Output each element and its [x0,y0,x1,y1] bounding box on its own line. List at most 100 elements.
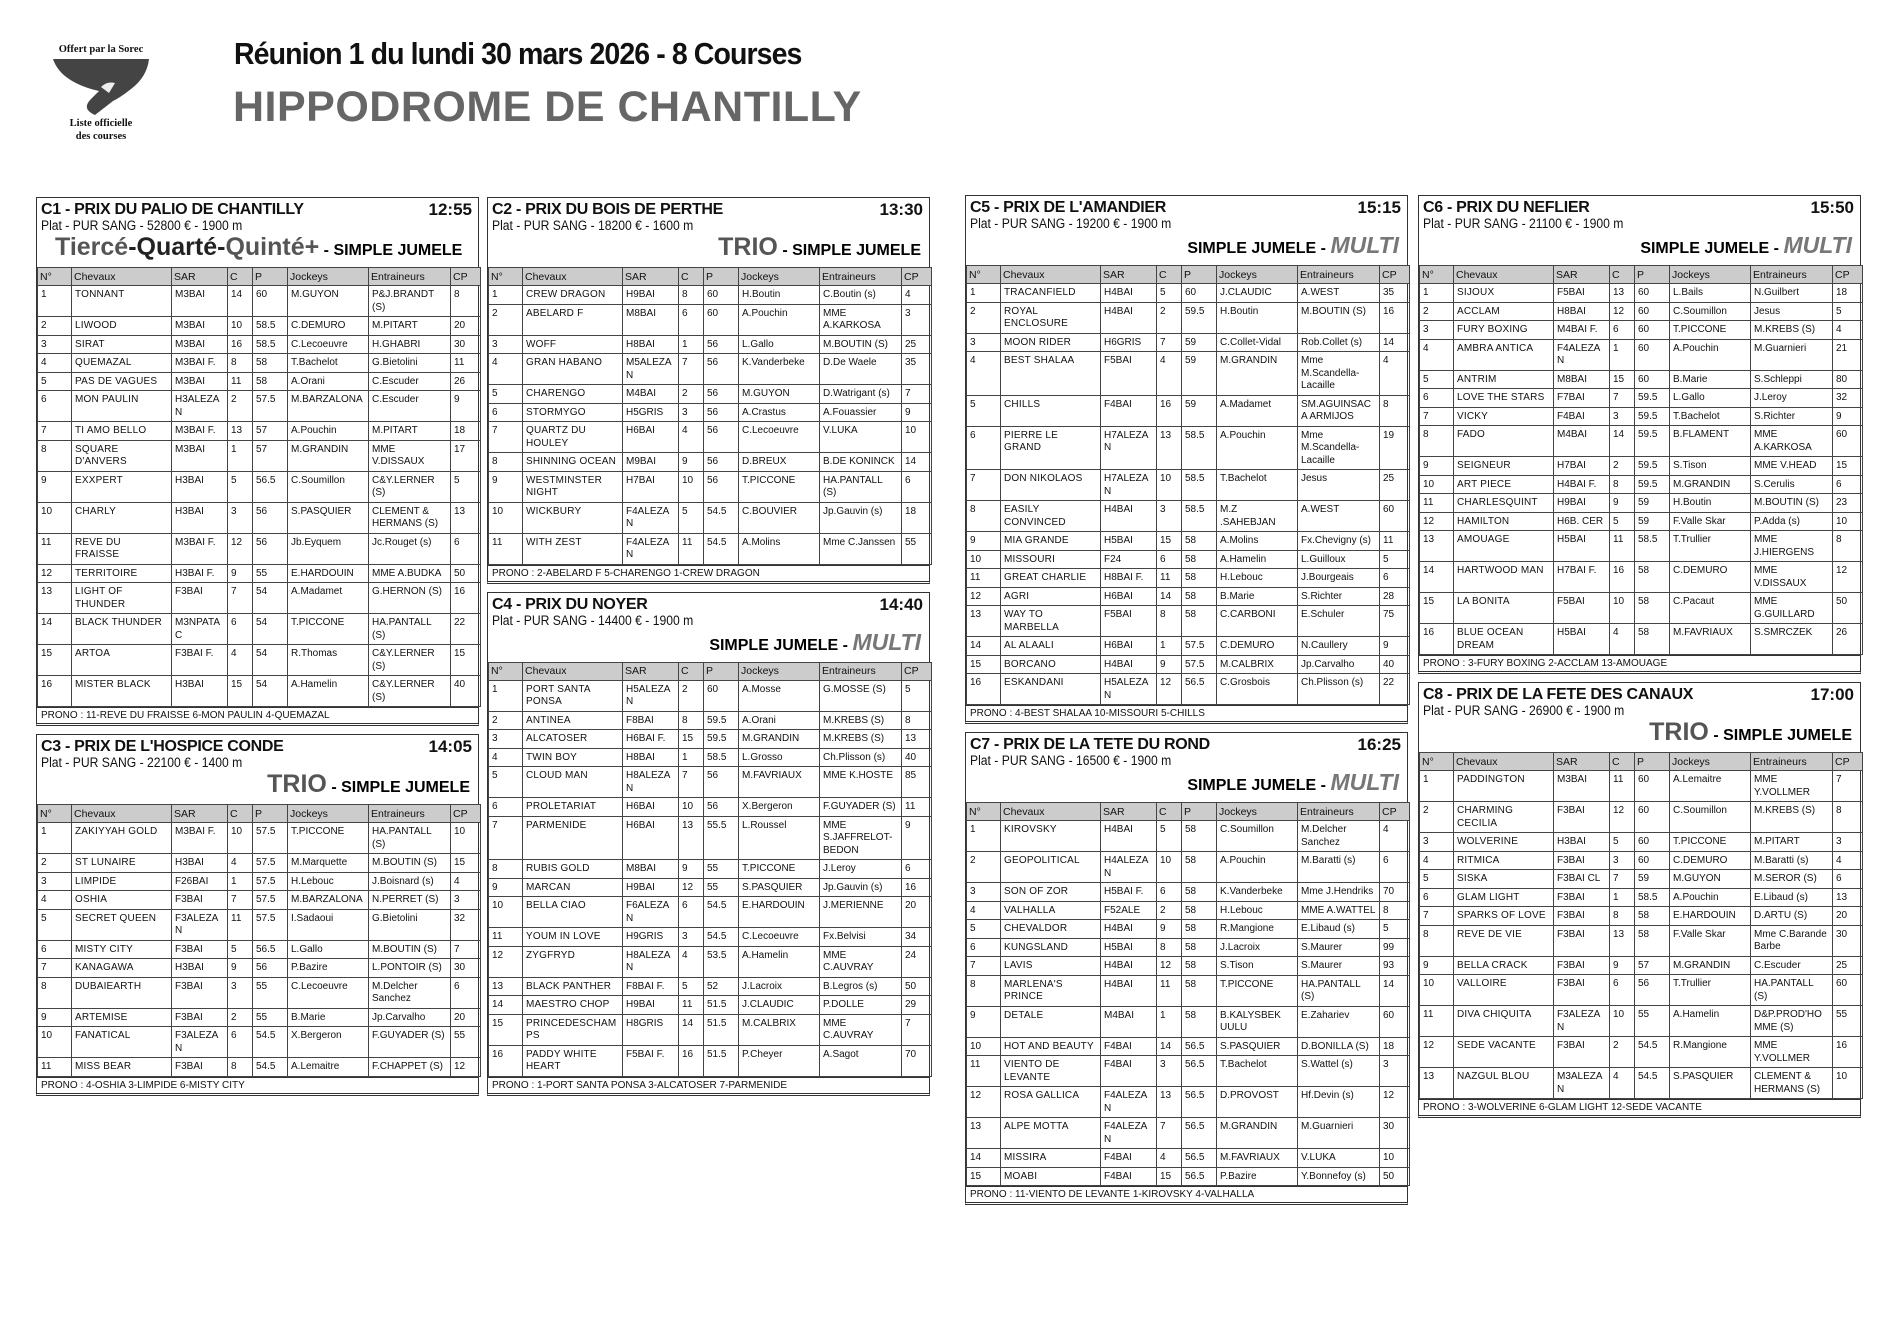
draw: 4 [678,945,704,978]
draw: 15 [1609,369,1635,389]
horse-name: BLACK PANTHER [522,976,623,996]
runner-row: 7 TI AMO BELLO M3BAI F. 13 57 A.Pouchin M.PITA… [37,421,481,441]
bet-types: TRIO - SIMPLE JUMELE [41,770,474,802]
column-header: Jockeys [738,661,820,681]
weight: 51.5 [703,995,739,1015]
jockey: J.Lacroix [738,976,820,996]
runner-row: 3 SIRAT M3BAI 16 58.5 C.Lecoeuvre H.GHABRI 30 [37,334,481,354]
trainer: L.PONTOIR (S) [368,958,451,978]
runner-row: 6 GLAM LIGHT F3BAI 1 58.5 A.Pouchin E.Libaud (… [1419,887,1863,907]
column-header: Jockeys [1216,802,1298,821]
cote-probable: 11 [901,797,932,817]
horse-name: SEDE VACANTE [1453,1036,1554,1068]
sar: H8BAI [622,334,679,354]
race-info: Plat - PUR SANG - 18200 € - 1600 m [492,218,694,233]
draw: 14 [227,285,253,317]
runner-row: 11 MISS BEAR F3BAI 8 54.5 A.Lemaitre F.CHAPPET… [37,1057,481,1077]
draw: 7 [678,353,704,385]
column-header: Entraineurs [368,267,451,286]
bet-type: Tiercé [55,233,129,261]
runner-number: 1 [488,679,523,712]
horse-name: HAMILTON [1453,511,1554,531]
runner-row: 9 ARTEMISE F3BAI 2 55 B.Marie Jp.Carvalho 20 [37,1007,481,1027]
weight: 60 [1634,801,1670,833]
sar: H9BAI [622,877,679,897]
race-time: 13:30 [879,200,923,219]
horse-name: RUBIS GOLD [522,859,623,879]
jockey: L.Gallo [287,939,369,959]
weight: 52 [703,976,739,996]
trainer: C&Y.LERNER (S) [368,470,451,503]
weight: 56 [703,384,739,404]
runner-row: 8 REVE DE VIE F3BAI 13 58 F.Valle Skar Mme C.B… [1419,924,1863,957]
column-header: Chevaux [1000,265,1101,284]
weight: 56 [1634,974,1670,1006]
jockey: M.FAVRIAUX [1216,1148,1298,1168]
runner-number: 9 [37,470,72,503]
trainer: C.Escuder [1750,955,1833,975]
trainer: E.Zahariev [1297,1005,1380,1038]
race-name: C6 - PRIX DU NEFLIER [1423,199,1590,216]
runner-row: 8 EASILY CONVINCED H4BAI 3 58.5 M.Z .SAHEBJAN… [966,500,1410,532]
bet-types: SIMPLE JUMELE - MULTI [1423,231,1856,263]
runner-number: 2 [1419,801,1454,833]
runner-row: 7 SPARKS OF LOVE F3BAI 8 58 E.HARDOUIN D.ARTU … [1419,906,1863,926]
horse-name: CHARMING CECILIA [1453,801,1554,833]
weight: 59 [1634,869,1670,889]
jockey: A.Pouchin [1216,851,1298,883]
cote-probable: 30 [1379,1117,1410,1149]
race-time: 14:05 [428,737,472,756]
table-header-row: N° Chevaux SAR C P Jockeys Entraineurs CP [966,802,1410,821]
column-header: Jockeys [287,804,369,823]
weight: 56 [252,501,288,534]
runner-row: 10 WICKBURY F4ALEZAN 5 54.5 C.BOUVIER Jp.Gauvi… [488,501,932,534]
trainer: Mme M.Scandella-Lacaille [1297,351,1380,396]
runner-row: 7 VICKY F4BAI 3 59.5 T.Bachelot S.Richter 9 [1419,406,1863,426]
weight: 54.5 [703,927,739,947]
sar: H4BAI [1100,301,1157,334]
cote-probable: 70 [901,1044,932,1077]
jockey: C.CARBONI [1216,605,1298,637]
runner-number: 15 [966,1166,1001,1186]
race-header: C2 - PRIX DU BOIS DE PERTHE 13:30 Plat - P… [488,198,929,267]
draw: 2 [227,1007,253,1027]
runner-number: 2 [1419,301,1454,321]
bet-type: MULTI [1783,232,1852,258]
jockey: L.Gallo [1669,388,1751,408]
runner-row: 2 ST LUNAIRE H3BAI 4 57.5 M.Marquette M.BOUTIN… [37,853,481,873]
cote-probable: 5 [1832,301,1863,321]
draw: 11 [1609,530,1635,562]
sar: H7ALEZAN [1100,469,1157,501]
jockey: M.GRANDIN [1216,351,1298,396]
cote-probable: 4 [1379,820,1410,852]
trainer: MME C.AUVRAY [819,1013,902,1046]
draw: 10 [227,822,253,854]
prono: PRONO : 3-WOLVERINE 6-GLAM LIGHT 12-SEDE… [1419,1099,1860,1115]
weight: 56.5 [1181,1166,1217,1186]
sar: H4ALEZAN [1100,851,1157,883]
column-header: Entraineurs [1750,752,1833,771]
trainer: F.CHAPPET (S) [368,1057,451,1077]
draw: 16 [678,1044,704,1077]
horse-name: EXXPERT [71,470,172,503]
sar: H4BAI [1100,974,1157,1007]
jockey: C.DEMURO [1669,561,1751,593]
runner-number: 15 [966,654,1001,674]
trainer: Jc.Rouget (s) [368,532,451,565]
sar: H6BAI F. [622,729,679,749]
runner-row: 5 PAS DE VAGUES M3BAI 11 58 A.Orani C.Escuder 2… [37,371,481,391]
runner-row: 15 ARTOA F3BAI F. 4 54 R.Thomas C&Y.LERNER (S)… [37,644,481,676]
trainer: CLEMENT & HERMANS (S) [368,501,451,534]
cote-probable: 32 [1832,388,1863,408]
cote-probable: 99 [1379,937,1410,957]
draw: 9 [227,563,253,583]
bet-type: Quinté+ [225,233,320,261]
draw: 15 [1156,1166,1182,1186]
runner-row: 1 PORT SANTA PONSA H5ALEZAN 2 60 A.Mosse G.MOS… [488,679,932,712]
runner-number: 10 [488,896,523,928]
weight: 59.5 [1634,474,1670,494]
weight: 59 [1181,394,1217,427]
runners-table: N° Chevaux SAR C P Jockeys Entraineurs CP 1 ZAKIY… [37,804,481,1077]
weight: 58 [1181,820,1217,852]
column-header: Chevaux [71,267,172,286]
